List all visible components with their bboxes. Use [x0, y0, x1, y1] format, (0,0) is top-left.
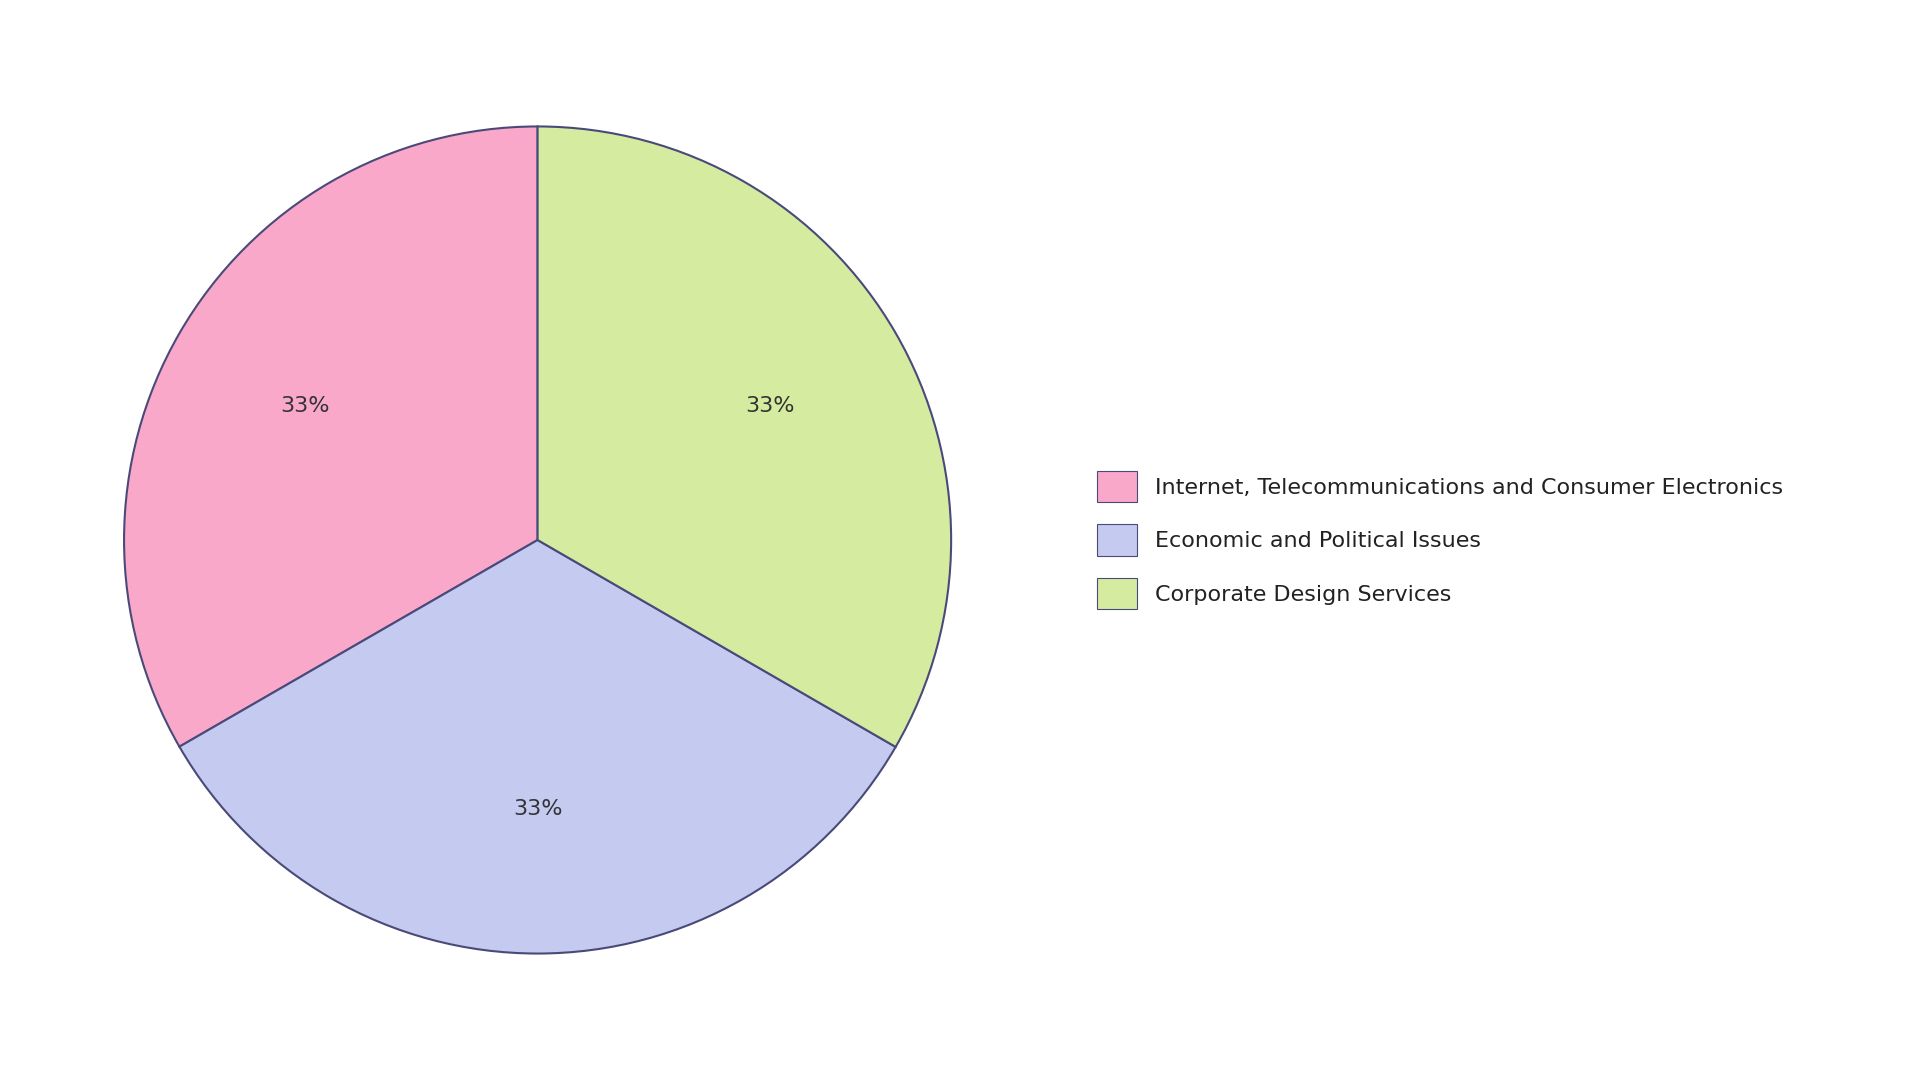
- Wedge shape: [179, 540, 895, 954]
- Legend: Internet, Telecommunications and Consumer Electronics, Economic and Political Is: Internet, Telecommunications and Consume…: [1087, 459, 1795, 621]
- Text: 33%: 33%: [745, 395, 795, 416]
- Wedge shape: [125, 126, 538, 746]
- Text: 33%: 33%: [513, 799, 563, 819]
- Text: 33%: 33%: [280, 395, 330, 416]
- Wedge shape: [538, 126, 950, 747]
